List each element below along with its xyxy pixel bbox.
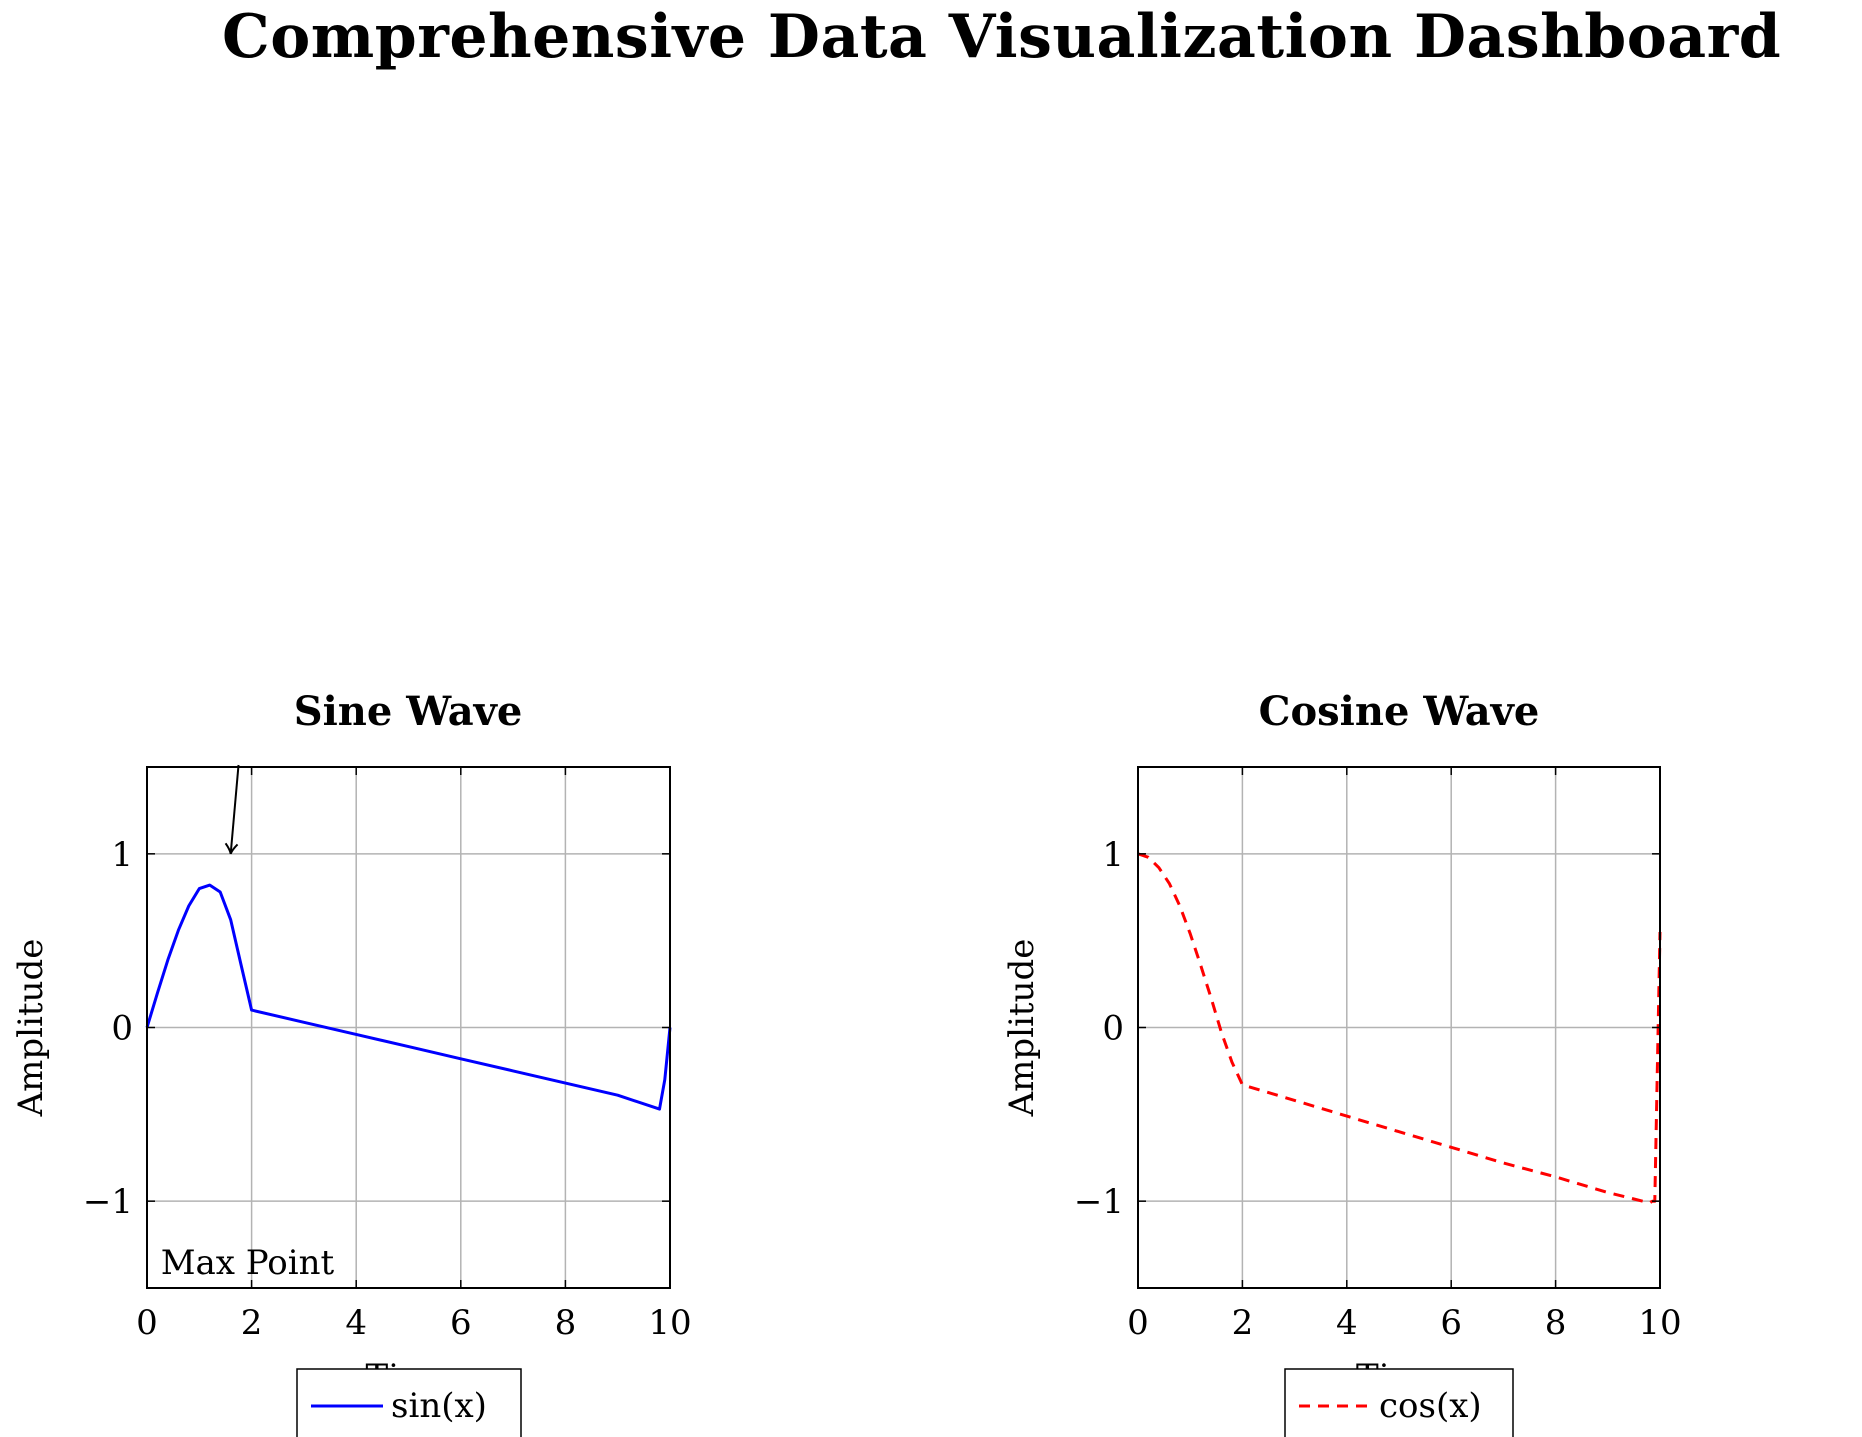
- x-tick-label: 4: [1336, 1303, 1358, 1343]
- x-tick-label: 10: [1638, 1303, 1681, 1343]
- x-tick-label: 6: [450, 1303, 472, 1343]
- y-axis-label: Amplitude: [11, 939, 51, 1118]
- y-tick-label: 0: [111, 1009, 133, 1049]
- chart-panel-2: Cosine Wave0246810−101AmplitudeTimecos(x…: [1002, 688, 1682, 1437]
- x-tick-label: 8: [1545, 1303, 1567, 1343]
- legend-box: [1284, 1368, 1514, 1437]
- y-axis-label: Amplitude: [1002, 939, 1042, 1118]
- x-tick-label: 6: [1440, 1303, 1462, 1343]
- x-tick-label: 4: [345, 1303, 367, 1343]
- x-tick-label: 0: [1127, 1303, 1149, 1343]
- x-tick-label: 2: [241, 1303, 263, 1343]
- y-tick-label: 1: [111, 835, 133, 875]
- y-tick-label: 0: [1102, 1009, 1124, 1049]
- annotation-text: Max Point: [161, 1243, 335, 1283]
- y-tick-label: −1: [83, 1182, 133, 1222]
- legend-label: cos(x): [1379, 1386, 1482, 1426]
- x-tick-label: 8: [555, 1303, 577, 1343]
- series-line-sinx: [145, 883, 672, 1111]
- x-tick-label: 10: [648, 1303, 691, 1343]
- chart-title: Cosine Wave: [1259, 688, 1540, 735]
- x-tick-label: 2: [1232, 1303, 1254, 1343]
- legend: sin(x): [296, 1368, 522, 1437]
- x-tick-label: 0: [136, 1303, 158, 1343]
- legend-label: sin(x): [391, 1386, 487, 1426]
- series-line-cosx: [1137, 852, 1662, 1205]
- y-tick-label: 1: [1102, 835, 1124, 875]
- dashboard-title: Comprehensive Data Visualization Dashboa…: [222, 2, 1782, 72]
- y-tick-label: −1: [1074, 1182, 1124, 1222]
- chart-title: Sine Wave: [294, 688, 523, 735]
- annotation-arrow: [224, 764, 240, 855]
- legend-box: [296, 1368, 522, 1437]
- legend: cos(x): [1284, 1368, 1514, 1437]
